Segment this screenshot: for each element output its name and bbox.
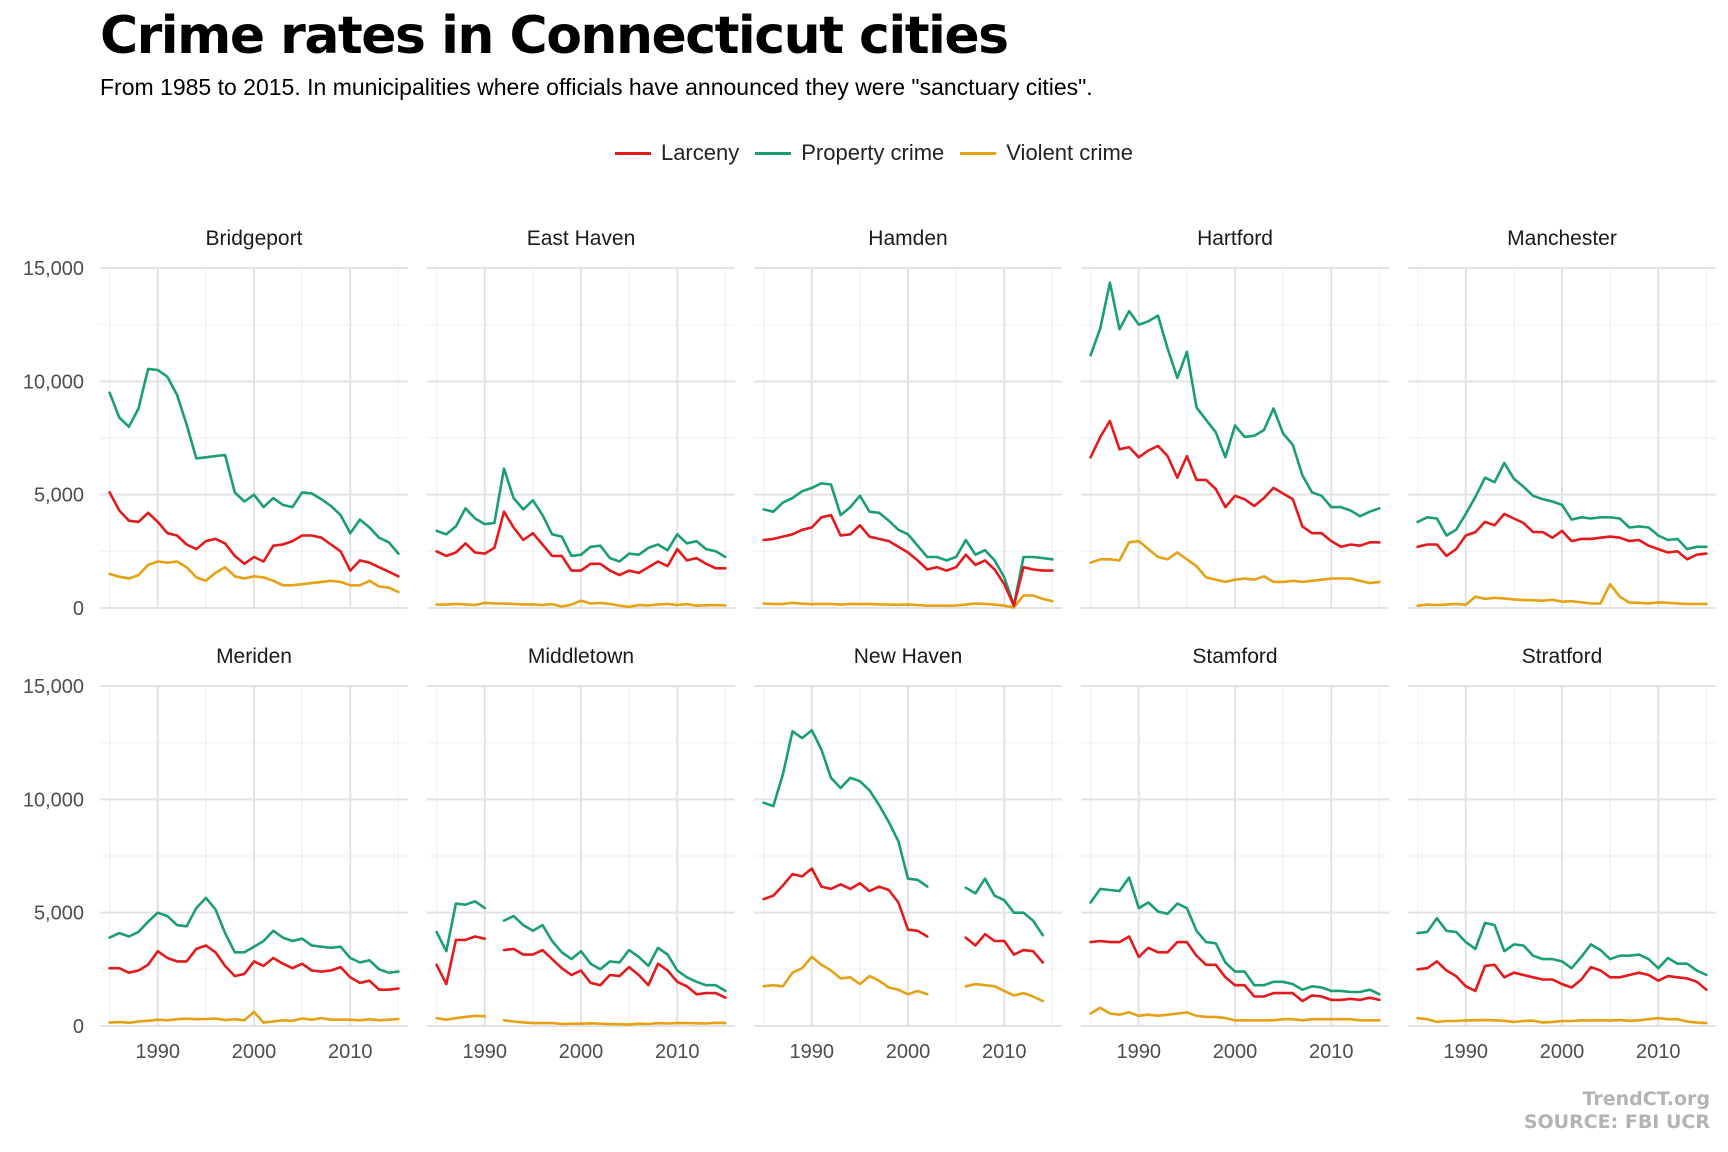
panel-new-haven: New Haven 1990 2000 2010	[754, 645, 1062, 1063]
y-tick-label: 0	[73, 1016, 84, 1038]
legend-label-violent-crime: Violent crime	[1006, 140, 1134, 165]
x-tick-label: 2000	[1213, 1041, 1258, 1063]
chart-title: Crime rates in Connecticut cities	[100, 6, 1009, 66]
panel-title: Middletown	[528, 645, 634, 668]
x-tick-label: 2010	[655, 1041, 700, 1063]
series-line-violent-crime	[1416, 1016, 1708, 1025]
series-line-violent-crime	[1416, 582, 1708, 607]
x-tick-label: 1990	[1444, 1041, 1489, 1063]
y-tick-label: 15,000	[23, 258, 84, 280]
series-line-larceny	[435, 510, 727, 577]
panel-meriden: Meriden 0 5,000 10,000 15,000 1990 2000 2010	[23, 645, 408, 1063]
legend-key-property-crime	[755, 151, 792, 155]
series-line-larceny	[108, 491, 400, 578]
x-tick-label: 2000	[886, 1041, 931, 1063]
panel-title: Bridgeport	[206, 227, 303, 250]
series-line-larceny	[1416, 960, 1708, 993]
series-line-property-crime	[435, 900, 727, 993]
series-line-violent-crime	[762, 594, 1054, 609]
series-line-property-crime	[1089, 281, 1381, 518]
series-line-property-crime	[435, 467, 727, 563]
panel-title: Stratford	[1522, 645, 1603, 668]
panel-title: Hartford	[1197, 227, 1273, 250]
legend-item-property-crime[interactable]: Property crime	[755, 140, 944, 166]
y-tick-label: 15,000	[23, 676, 84, 698]
legend: Larceny Property crime Violent crime	[0, 140, 1728, 166]
x-tick-label: 2010	[1636, 1041, 1681, 1063]
legend-item-larceny[interactable]: Larceny	[614, 140, 740, 166]
panel-east-haven: East Haven	[427, 227, 735, 609]
panel-title: Stamford	[1192, 645, 1277, 668]
legend-key-violent-crime	[960, 151, 997, 155]
x-tick-label: 1990	[463, 1041, 508, 1063]
panel-title: Meriden	[216, 645, 292, 668]
series-line-property-crime	[1416, 917, 1708, 977]
series-line-larceny	[762, 513, 1054, 607]
series-line-larceny	[1089, 419, 1381, 549]
panel-stratford: Stratford 1990 2000 2010	[1408, 645, 1716, 1063]
series-line-violent-crime	[435, 599, 727, 609]
x-tick-label: 1990	[790, 1041, 835, 1063]
panel-stamford: Stamford 1990 2000 2010	[1081, 645, 1389, 1063]
legend-label-property-crime: Property crime	[801, 140, 945, 165]
legend-item-violent-crime[interactable]: Violent crime	[960, 140, 1133, 166]
y-tick-label: 0	[73, 598, 84, 620]
y-tick-label: 10,000	[23, 789, 84, 811]
x-tick-label: 1990	[1117, 1041, 1162, 1063]
series-line-violent-crime	[435, 1014, 727, 1026]
y-tick-label: 5,000	[34, 485, 84, 507]
series-line-larceny	[435, 935, 727, 999]
series-line-property-crime	[1416, 461, 1708, 551]
x-tick-label: 2000	[1540, 1041, 1585, 1063]
x-tick-label: 2010	[328, 1041, 373, 1063]
y-tick-label: 10,000	[23, 371, 84, 393]
x-tick-label: 2000	[559, 1041, 604, 1063]
panel-title: East Haven	[527, 227, 636, 250]
caption-source: SOURCE: FBI UCR	[1523, 1111, 1710, 1133]
panel-middletown: Middletown 1990 2000 2010	[427, 645, 735, 1063]
x-tick-label: 2010	[982, 1041, 1027, 1063]
series-line-larceny	[1416, 512, 1708, 561]
panel-hamden: Hamden	[754, 227, 1062, 609]
series-line-property-crime	[108, 896, 400, 974]
x-tick-label: 1990	[136, 1041, 181, 1063]
series-line-violent-crime	[762, 955, 1045, 1003]
series-line-property-crime	[762, 728, 1045, 937]
series-line-property-crime	[762, 482, 1054, 607]
y-tick-label: 5,000	[34, 903, 84, 925]
panel-title: Hamden	[868, 227, 947, 250]
series-line-violent-crime	[108, 1010, 400, 1025]
panel-hartford: Hartford	[1081, 227, 1389, 609]
x-tick-label: 2010	[1309, 1041, 1354, 1063]
panel-title: New Haven	[854, 645, 963, 668]
panel-manchester: Manchester	[1408, 227, 1716, 609]
series-line-violent-crime	[1089, 539, 1381, 585]
panel-bridgeport: Bridgeport 0 5,000 10,000 15,000	[23, 227, 408, 620]
x-tick-label: 2000	[232, 1041, 277, 1063]
panel-title: Manchester	[1507, 227, 1617, 250]
series-line-property-crime	[108, 367, 400, 555]
series-line-property-crime	[1089, 876, 1381, 996]
caption-site: TrendCT.org	[1582, 1088, 1710, 1110]
series-line-larceny	[1089, 935, 1381, 1003]
series-line-larceny	[762, 867, 1045, 964]
caption: TrendCT.org SOURCE: FBI UCR	[1524, 1088, 1710, 1134]
legend-key-larceny	[614, 151, 651, 155]
series-line-violent-crime	[108, 560, 400, 594]
series-line-larceny	[108, 944, 400, 991]
series-line-violent-crime	[1089, 1006, 1381, 1022]
chart-subtitle: From 1985 to 2015. In municipalities whe…	[100, 74, 1093, 100]
legend-label-larceny: Larceny	[660, 140, 740, 165]
